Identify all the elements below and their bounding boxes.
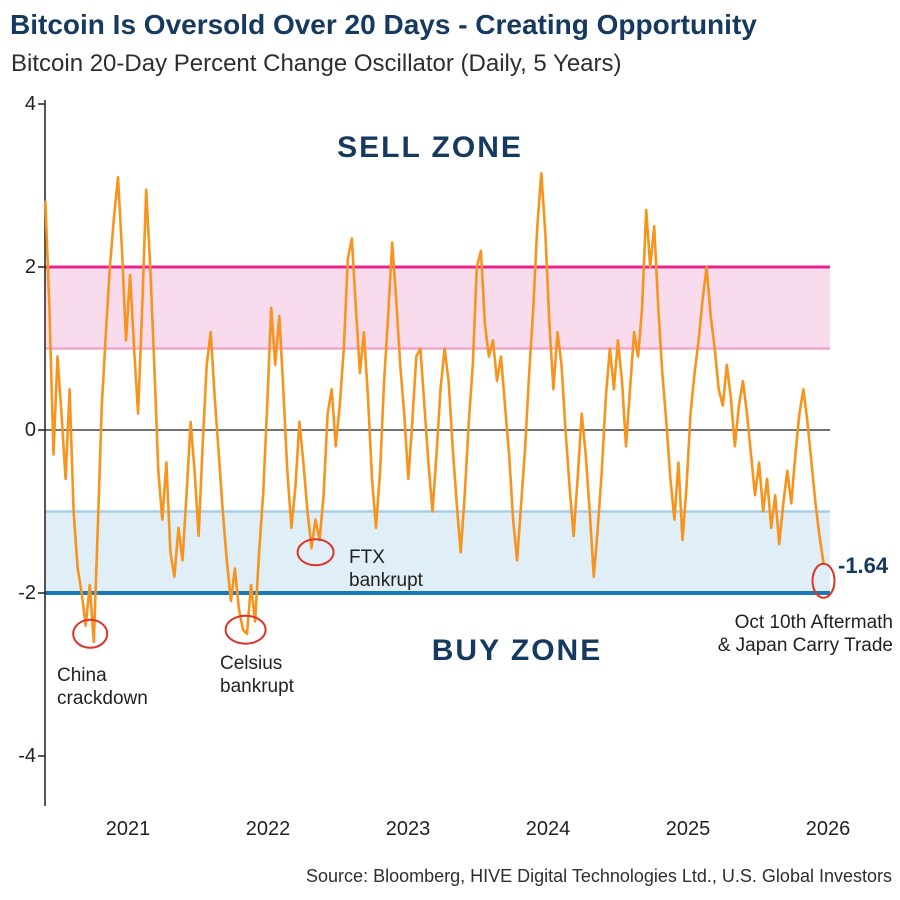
y-axis-label: -2 — [18, 582, 36, 604]
event-label-china-crackdown: China crackdown — [57, 664, 148, 710]
event-label-oct10-aftermath: Oct 10th Aftermath & Japan Carry Trade — [718, 611, 893, 657]
y-axis-label: 4 — [24, 93, 36, 115]
event-label-line: FTX — [349, 547, 385, 568]
x-axis-label: 2021 — [105, 818, 151, 840]
event-circle-oct10-aftermath — [811, 562, 836, 599]
event-circle-ftx-bankrupt — [296, 538, 335, 567]
x-axis-label: 2022 — [245, 818, 291, 840]
page-title: Bitcoin Is Oversold Over 20 Days - Creat… — [10, 9, 757, 40]
buy-zone-label: BUY ZONE — [431, 634, 603, 667]
event-label-line: crackdown — [57, 688, 148, 709]
event-label-line: bankrupt — [349, 570, 423, 591]
buy-zone-band — [45, 511, 830, 593]
event-label-line: Oct 10th Aftermath — [734, 612, 893, 633]
chart-subtitle: Bitcoin 20-Day Percent Change Oscillator… — [11, 50, 622, 77]
oscillator-line — [44, 172, 825, 644]
event-label-celsius-bankrupt: Celsius bankrupt — [220, 652, 294, 698]
x-axis-label: 2025 — [665, 818, 711, 840]
event-circle-china-crackdown — [72, 618, 109, 649]
y-axis-ticks — [38, 103, 45, 757]
event-label-line: & Japan Carry Trade — [717, 635, 893, 656]
event-label-ftx-bankrupt: FTX bankrupt — [349, 546, 423, 592]
x-axis-label: 2024 — [525, 818, 571, 840]
event-label-line: China — [57, 665, 107, 686]
event-label-line: Celsius — [220, 653, 283, 674]
event-label-line: bankrupt — [220, 676, 294, 697]
y-axis-label: -4 — [18, 745, 36, 767]
event-circle-celsius-bankrupt — [224, 614, 267, 645]
x-axis-label: 2026 — [805, 818, 851, 840]
y-axis-label: 2 — [24, 256, 36, 278]
y-axis-label: 0 — [24, 419, 36, 441]
source-attribution: Source: Bloomberg, HIVE Digital Technolo… — [306, 866, 892, 886]
last-value-label: -1.64 — [838, 553, 889, 578]
x-axis-label: 2023 — [385, 818, 431, 840]
sell-zone-label: SELL ZONE — [337, 131, 523, 164]
